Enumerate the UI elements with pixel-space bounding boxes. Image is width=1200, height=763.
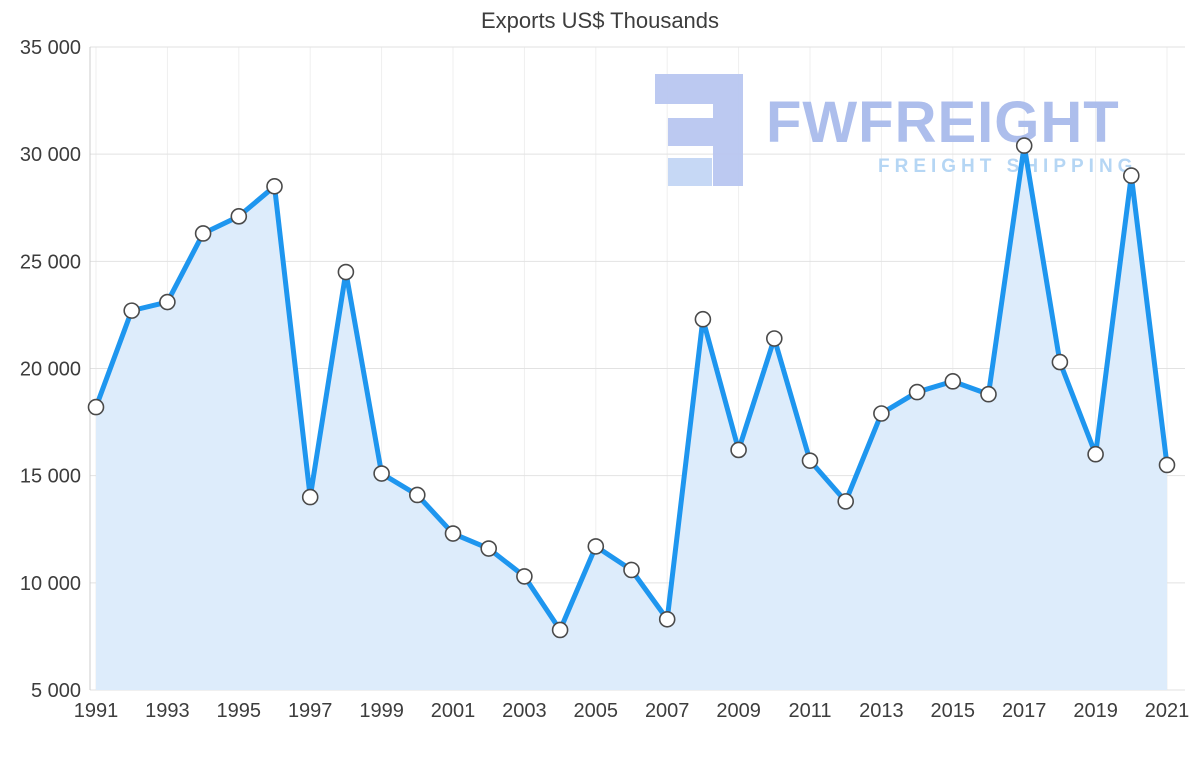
data-point: [837, 493, 855, 510]
x-axis-tick-label: 2013: [859, 700, 904, 722]
x-axis-tick-label: 1997: [288, 700, 333, 722]
data-point: [266, 178, 283, 195]
y-axis-tick-label: 30 000: [20, 144, 81, 166]
x-axis-tick-label: 1999: [359, 700, 404, 722]
data-point: [480, 540, 498, 557]
data-point: [587, 538, 605, 555]
x-axis-tick-label: 2011: [788, 700, 831, 722]
x-axis-tick-label: 2009: [716, 700, 761, 722]
data-point: [408, 486, 426, 504]
data-point: [944, 373, 962, 390]
x-axis-tick-label: 2015: [931, 700, 976, 722]
watermark-brand: FWFREIGHT: [766, 90, 1120, 155]
x-axis-tick-label: 2021: [1145, 700, 1190, 722]
x-axis-tick-label: 1991: [74, 700, 119, 722]
data-point: [516, 568, 533, 585]
data-point: [1051, 353, 1069, 371]
data-point: [980, 385, 997, 403]
data-point: [1158, 456, 1176, 474]
x-axis-tick-label: 2005: [574, 700, 619, 722]
data-point: [908, 383, 926, 401]
data-point: [373, 465, 390, 482]
x-axis-tick-label: 2003: [502, 700, 547, 722]
data-point: [159, 293, 176, 311]
data-point: [301, 488, 319, 506]
data-point: [123, 302, 140, 319]
data-point: [765, 330, 783, 347]
chart-title: Exports US$ Thousands: [480, 8, 720, 33]
data-point: [551, 621, 569, 639]
data-point: [873, 405, 890, 422]
y-axis-tick-label: 35 000: [20, 37, 81, 59]
x-axis-tick-label: 2001: [431, 700, 476, 722]
data-point: [623, 561, 640, 579]
x-axis-tick-label: 1995: [217, 700, 262, 722]
data-point: [444, 525, 462, 542]
data-point: [1015, 137, 1033, 154]
x-axis-tick-label: 2007: [645, 700, 690, 722]
fwfreight-logo-icon: [655, 74, 743, 186]
data-point: [1087, 445, 1104, 463]
series-layer: [87, 137, 1176, 691]
data-point: [694, 310, 712, 328]
data-point: [1123, 167, 1140, 184]
data-point: [230, 208, 248, 225]
axis-layer: 5 000 10 000 15 000 20 000 25 000 30 000 35 00…: [20, 37, 1189, 722]
data-point: [337, 263, 355, 281]
data-point: [730, 441, 747, 459]
x-axis-tick-label: 2019: [1073, 700, 1118, 722]
data-point: [87, 398, 105, 416]
y-axis-tick-label: 10 000: [20, 573, 81, 595]
y-axis-tick-label: 5 000: [31, 680, 81, 702]
y-axis-tick-label: 20 000: [20, 359, 81, 381]
series-area: [96, 145, 1167, 691]
data-point: [194, 225, 212, 242]
y-axis-tick-label: 25 000: [20, 251, 81, 273]
watermark-tagline: FREIGHT SHIPPING: [878, 156, 1137, 177]
data-point: [801, 452, 819, 469]
x-axis-tick-label: 2017: [1002, 700, 1047, 722]
y-axis-tick-label: 15 000: [20, 466, 81, 488]
data-point: [658, 610, 676, 628]
watermark: FWFREIGHT FREIGHT SHIPPING: [655, 74, 1137, 186]
x-axis-tick-label: 1993: [145, 700, 190, 722]
